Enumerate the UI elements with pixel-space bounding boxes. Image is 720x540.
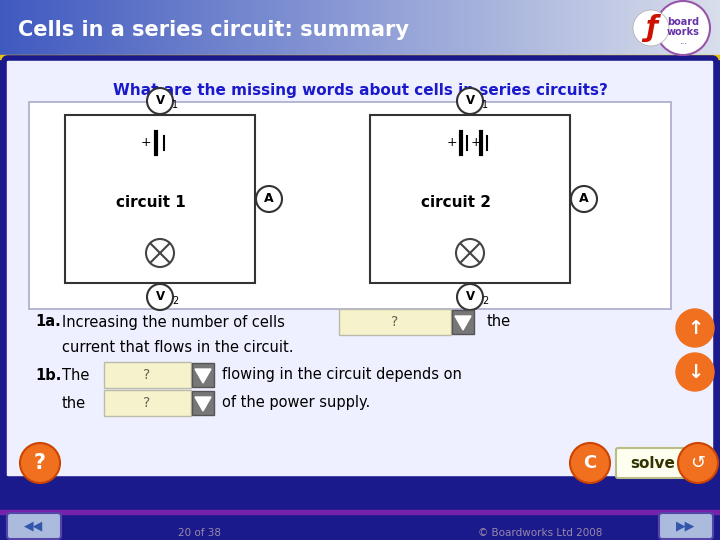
Text: 1a.: 1a.: [35, 314, 60, 329]
Text: ?: ?: [143, 396, 150, 410]
Text: 1: 1: [172, 100, 178, 110]
Text: circuit 1: circuit 1: [116, 195, 185, 210]
Text: ▶▶: ▶▶: [676, 519, 696, 532]
Text: V: V: [465, 94, 474, 107]
Polygon shape: [195, 369, 211, 383]
Text: solve: solve: [631, 456, 675, 470]
Text: A: A: [264, 192, 274, 206]
Text: of the power supply.: of the power supply.: [222, 395, 370, 410]
Text: +: +: [140, 137, 151, 150]
Circle shape: [147, 88, 173, 114]
Text: 2: 2: [482, 296, 488, 306]
FancyBboxPatch shape: [29, 102, 671, 309]
Text: ◀◀: ◀◀: [24, 519, 44, 532]
Circle shape: [146, 239, 174, 267]
Text: the: the: [487, 314, 511, 329]
Text: 1: 1: [482, 100, 488, 110]
FancyBboxPatch shape: [0, 477, 720, 513]
Text: +: +: [446, 137, 457, 150]
Text: 20 of 38: 20 of 38: [179, 528, 222, 538]
FancyBboxPatch shape: [339, 309, 451, 335]
Text: +: +: [471, 137, 481, 150]
Text: circuit 2: circuit 2: [421, 195, 491, 210]
FancyBboxPatch shape: [65, 115, 255, 283]
Text: 1b.: 1b.: [35, 368, 61, 382]
Circle shape: [678, 443, 718, 483]
FancyBboxPatch shape: [452, 310, 474, 334]
Circle shape: [656, 1, 710, 55]
Text: V: V: [156, 94, 165, 107]
FancyBboxPatch shape: [192, 391, 214, 415]
FancyBboxPatch shape: [192, 363, 214, 387]
Text: 2: 2: [172, 296, 178, 306]
Circle shape: [676, 309, 714, 347]
FancyBboxPatch shape: [616, 448, 690, 478]
Circle shape: [456, 239, 484, 267]
FancyBboxPatch shape: [659, 513, 713, 539]
Polygon shape: [195, 397, 211, 411]
Text: Cells in a series circuit: summary: Cells in a series circuit: summary: [18, 20, 409, 40]
Text: C: C: [583, 454, 597, 472]
Text: ↺: ↺: [690, 454, 706, 472]
FancyBboxPatch shape: [7, 513, 61, 539]
Text: ↑: ↑: [687, 319, 703, 338]
Text: ƒ: ƒ: [645, 14, 657, 42]
FancyBboxPatch shape: [4, 58, 716, 479]
Text: board: board: [667, 17, 699, 27]
Polygon shape: [455, 316, 471, 330]
Circle shape: [571, 186, 597, 212]
Text: Increasing the number of cells: Increasing the number of cells: [62, 314, 285, 329]
Circle shape: [633, 10, 669, 46]
Text: A: A: [579, 192, 589, 206]
Circle shape: [676, 353, 714, 391]
Text: The: The: [62, 368, 89, 382]
Text: flowing in the circuit depends on: flowing in the circuit depends on: [222, 368, 462, 382]
FancyBboxPatch shape: [104, 390, 191, 416]
Circle shape: [457, 284, 483, 310]
Circle shape: [20, 443, 60, 483]
Text: ?: ?: [143, 368, 150, 382]
Circle shape: [457, 88, 483, 114]
Text: © Boardworks Ltd 2008: © Boardworks Ltd 2008: [478, 528, 602, 538]
Circle shape: [147, 284, 173, 310]
Text: What are the missing words about cells in series circuits?: What are the missing words about cells i…: [112, 83, 608, 98]
Text: ...: ...: [679, 37, 687, 45]
Circle shape: [570, 443, 610, 483]
Text: ?: ?: [392, 315, 399, 329]
Circle shape: [256, 186, 282, 212]
Text: current that flows in the circuit.: current that flows in the circuit.: [62, 341, 294, 355]
Text: V: V: [156, 291, 165, 303]
Text: ↓: ↓: [687, 362, 703, 381]
Text: the: the: [62, 395, 86, 410]
Text: V: V: [465, 291, 474, 303]
Text: ?: ?: [34, 453, 46, 473]
FancyBboxPatch shape: [104, 362, 191, 388]
FancyBboxPatch shape: [370, 115, 570, 283]
Text: works: works: [667, 27, 699, 37]
